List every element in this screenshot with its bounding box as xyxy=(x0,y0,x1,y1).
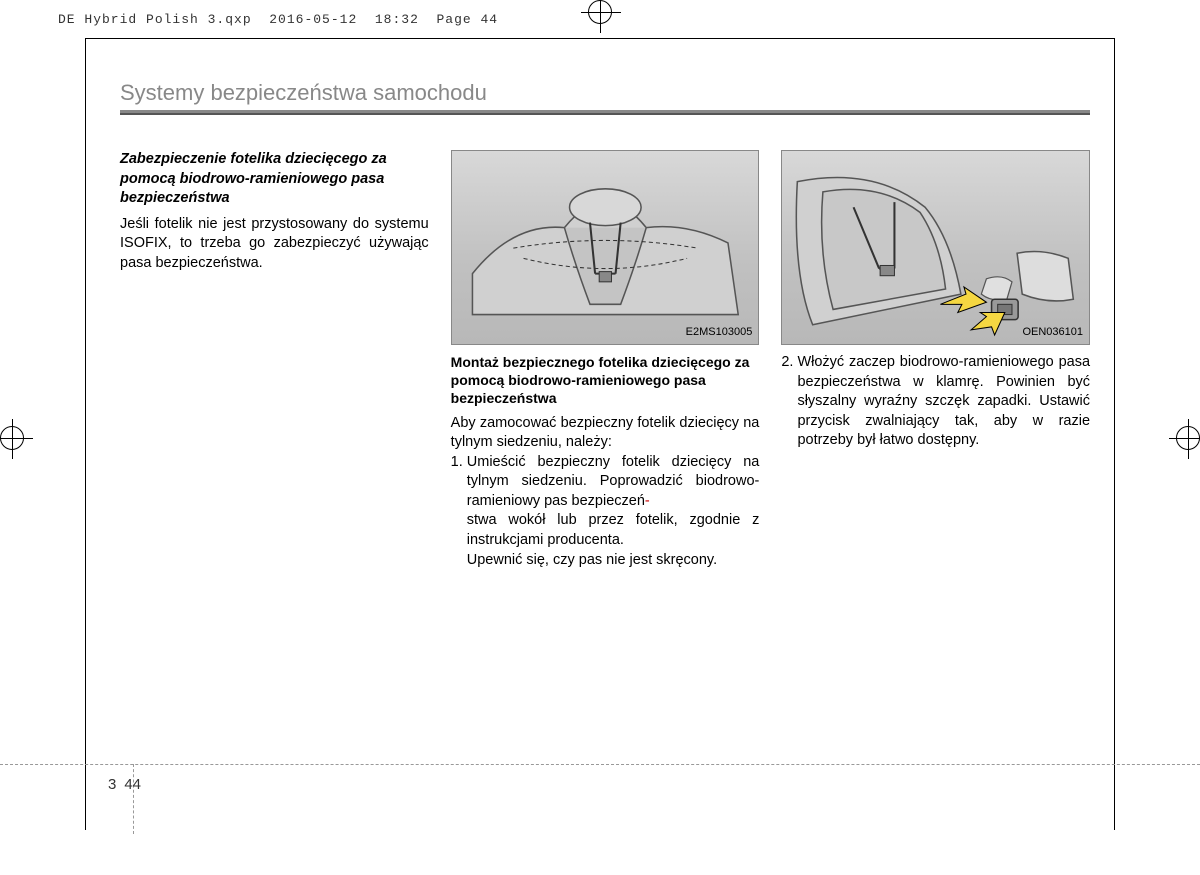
crop-mark-right-icon xyxy=(1176,426,1200,450)
text-part: Umieścić bezpieczny fotelik dziecięcy na… xyxy=(467,454,760,509)
page-number-value: 44 xyxy=(124,776,141,793)
list-item-2: 2. Włożyć zaczep biodrowo-ramieniowego p… xyxy=(781,353,1090,451)
column-2: E2MS103005 Montaż bezpiecznego fotelika … xyxy=(451,150,760,570)
fold-line xyxy=(0,764,1200,765)
hyphen: - xyxy=(645,493,650,509)
section-number: 3 xyxy=(108,776,116,793)
intro-text: Aby zamocować bezpieczny fotelik dziecię… xyxy=(451,414,760,453)
chapter-title: Systemy bezpieczeństwa samochodu xyxy=(120,80,1090,106)
file-time: 18:32 xyxy=(375,12,419,27)
trim-line xyxy=(1114,38,1115,830)
list-text: Włożyć zaczep biodrowo-ramieniowego pasa… xyxy=(797,353,1090,451)
trim-line xyxy=(85,38,86,830)
list-text: Umieścić bezpieczny fotelik dziecięcy na… xyxy=(467,453,760,570)
column-1: Zabezpieczenie fotelika dziecięcego za p… xyxy=(120,150,429,570)
crop-mark-left-icon xyxy=(0,426,24,450)
page-number: 3 44 xyxy=(108,776,141,793)
list-number: 1. xyxy=(451,453,463,570)
filename: DE Hybrid Polish 3.qxp xyxy=(58,12,252,27)
seat-belt-icon xyxy=(452,151,759,350)
trim-line xyxy=(85,38,1115,39)
page-content: Systemy bezpieczeństwa samochodu Zabezpi… xyxy=(120,80,1090,570)
figure-caption: Montaż bezpiecznego fotelika dziecięcego… xyxy=(451,353,760,408)
header-metadata: DE Hybrid Polish 3.qxp 2016-05-12 18:32 … xyxy=(58,12,498,27)
child-seat-illustration-1: E2MS103005 xyxy=(451,150,760,345)
seat-buckle-icon xyxy=(782,151,1089,350)
text-part: stwa wokół lub przez fotelik, zgodnie z … xyxy=(467,512,760,548)
file-page: Page 44 xyxy=(437,12,499,27)
column-3: OEN036101 2. Włożyć zaczep biodrowo-rami… xyxy=(781,150,1090,570)
image-reference-label: OEN036101 xyxy=(1022,325,1083,340)
column-layout: Zabezpieczenie fotelika dziecięcego za p… xyxy=(120,150,1090,570)
list-item-1: 1. Umieścić bezpieczny fotelik dziecięcy… xyxy=(451,453,760,570)
image-reference-label: E2MS103005 xyxy=(686,325,753,340)
fold-line xyxy=(133,764,134,834)
child-seat-illustration-2: OEN036101 xyxy=(781,150,1090,345)
text-part: Upewnić się, czy pas nie jest skręcony. xyxy=(467,552,717,568)
list-number: 2. xyxy=(781,353,793,451)
section-subhead: Zabezpieczenie fotelika dziecięcego za p… xyxy=(120,150,429,209)
body-text: Jeśli fotelik nie jest przystosowany do … xyxy=(120,215,429,274)
title-rule xyxy=(120,110,1090,115)
file-date: 2016-05-12 xyxy=(269,12,357,27)
crop-mark-top-icon xyxy=(588,0,612,24)
